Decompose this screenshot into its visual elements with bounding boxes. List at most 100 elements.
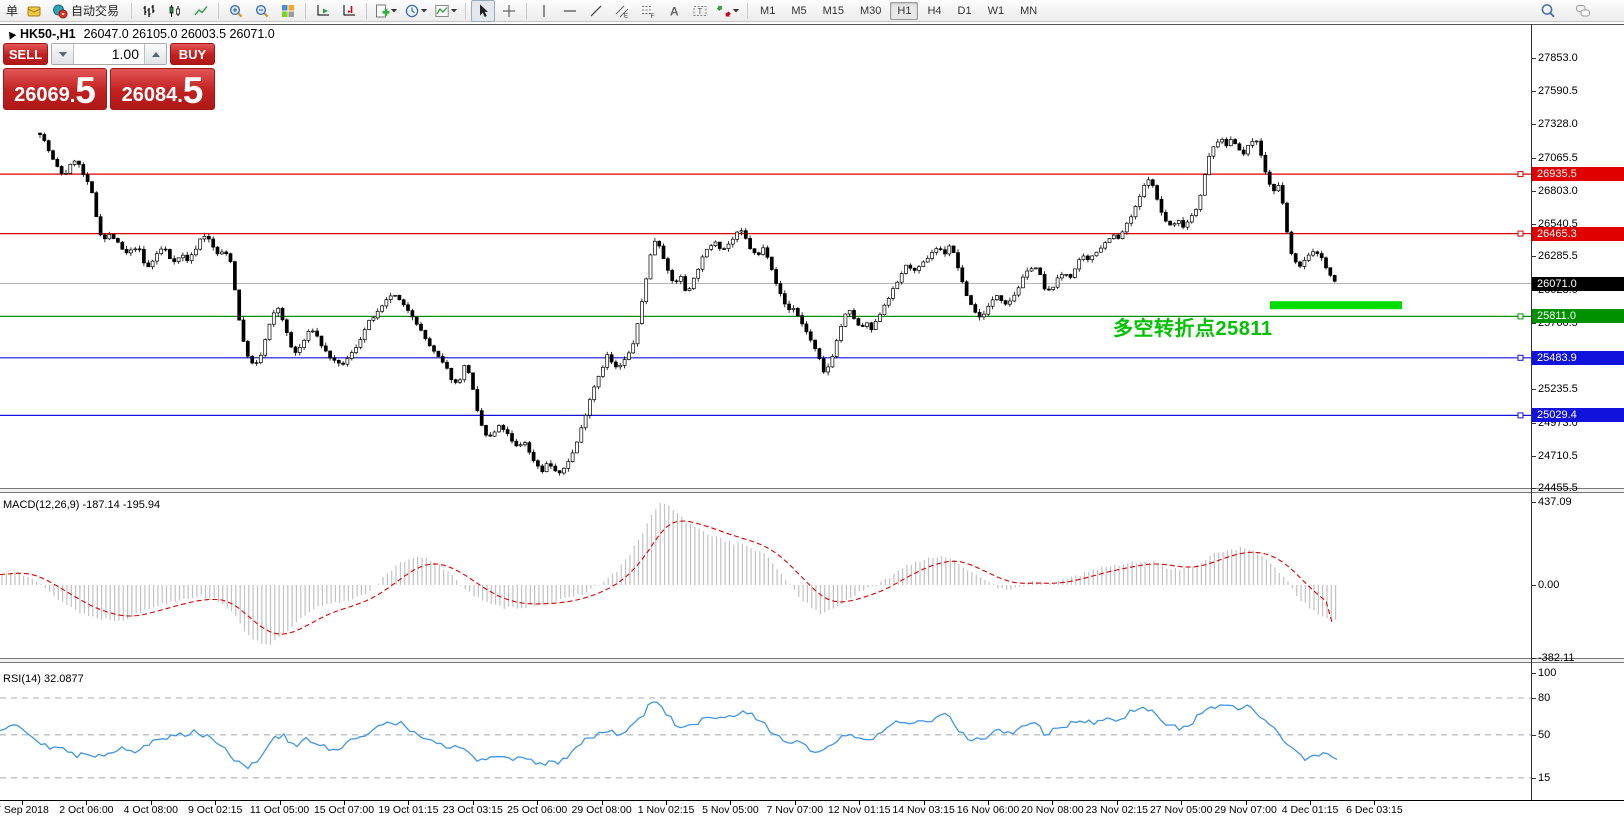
axis-tick-mark: [1531, 777, 1536, 779]
price-tick-label: 15: [1538, 771, 1551, 784]
clock-icon: [404, 3, 420, 19]
time-tick-mark: [537, 801, 539, 805]
cursor-icon[interactable]: [471, 0, 496, 22]
volume-stepper: 1.00: [51, 43, 167, 65]
axis-tick-mark: [1531, 673, 1536, 675]
price-tick-label: 437.09: [1538, 495, 1572, 508]
panel-divider[interactable]: [0, 658, 1624, 663]
timeframe-MN[interactable]: MN: [1020, 4, 1038, 17]
time-tick-mark: [1245, 801, 1247, 805]
price-tick-label: 24455.5: [1538, 482, 1578, 494]
time-tick-mark: [215, 801, 217, 805]
caret-down-icon: [420, 3, 428, 19]
text-label-icon[interactable]: T: [688, 0, 712, 22]
time-tick-mark: [408, 801, 410, 805]
pivot-annotation[interactable]: 多空转折点25811: [1113, 318, 1273, 340]
timeframe-M1[interactable]: M1: [760, 4, 776, 17]
price-tick-label: 27328.0: [1538, 118, 1578, 131]
time-tick-mark: [794, 801, 796, 805]
equidistant-channel-icon[interactable]: E: [610, 0, 634, 22]
volume-decrease-button[interactable]: [52, 44, 74, 64]
text-icon[interactable]: A: [662, 0, 686, 22]
timeframe-D1[interactable]: D1: [957, 4, 972, 17]
toolbar-separator: [305, 2, 307, 19]
fibonacci-icon[interactable]: F: [636, 0, 660, 22]
new-chart-button[interactable]: [372, 0, 400, 22]
price-tick-label: 26803.0: [1538, 184, 1578, 197]
buy-price[interactable]: 26084. 5: [110, 68, 215, 110]
candlestick-icon[interactable]: [163, 0, 187, 22]
chart-header: HK50-,H1 26047.0 26105.0 26003.5 26071.0: [5, 27, 275, 41]
new-chart-icon: [374, 3, 390, 19]
buy-button[interactable]: BUY: [170, 43, 215, 65]
time-axis-label: 2 Oct 06:00: [59, 804, 114, 816]
arrows-icon: [716, 3, 732, 19]
axis-tick-mark: [1531, 190, 1536, 192]
timeframe-M30[interactable]: M30: [860, 4, 882, 17]
price-level-label: 25483.9: [1532, 350, 1624, 365]
chart-shift-icon[interactable]: [337, 0, 361, 22]
sell-price-dot: .: [69, 85, 76, 107]
auto-trading-label: 自动交易: [71, 4, 120, 18]
search-icon[interactable]: [1536, 0, 1560, 22]
panel-divider[interactable]: [0, 488, 1624, 493]
indicators-button[interactable]: [432, 0, 460, 22]
sell-price[interactable]: 26069. 5: [3, 68, 107, 110]
sell-button[interactable]: SELL: [3, 43, 48, 65]
chart-expand-icon[interactable]: [5, 28, 17, 40]
arrows-button[interactable]: [714, 0, 742, 22]
time-axis-label: 29 Nov 07:00: [1214, 804, 1277, 816]
top-toolbar: 单 自动交易 E F A T M1 M5 M15 M30 H1 H4 D1 W1 MN: [0, 0, 1624, 22]
chat-icon[interactable]: [1571, 0, 1595, 22]
tile-windows-icon[interactable]: [276, 0, 300, 22]
axis-tick-mark: [1531, 501, 1536, 503]
axis-tick-mark: [1531, 698, 1536, 699]
arrow-down-icon: [58, 51, 67, 57]
time-tick-mark: [22, 801, 23, 805]
timeframe-H4[interactable]: H4: [927, 4, 942, 17]
auto-trading-button[interactable]: 自动交易: [48, 0, 126, 22]
trendline-icon[interactable]: [584, 0, 608, 22]
macd-plot[interactable]: [0, 492, 1531, 658]
time-axis-label: 14 Nov 03:15: [892, 804, 955, 816]
axis-tick-mark: [1531, 488, 1536, 489]
toolbar-separator: [131, 2, 133, 19]
timeframe-H1[interactable]: H1: [890, 1, 919, 20]
macd-label: MACD(12,26,9) -187.14 -195.94: [3, 499, 161, 511]
line-chart-icon[interactable]: [189, 0, 213, 22]
vertical-line-icon[interactable]: [532, 0, 556, 22]
price-tick-label: 27065.5: [1538, 151, 1578, 164]
main-chart-plot[interactable]: [0, 23, 1531, 488]
new-order-label[interactable]: 单: [6, 4, 19, 18]
crosshair-icon[interactable]: [497, 0, 521, 22]
zoom-out-icon[interactable]: [250, 0, 274, 22]
timeframe-M5[interactable]: M5: [791, 4, 807, 17]
auto-scroll-icon[interactable]: [311, 0, 335, 22]
price-tick-label: 26285.5: [1538, 250, 1578, 263]
one-click-trade-panel: SELL 1.00 BUY 26069. 5 26084. 5: [3, 43, 215, 110]
bar-chart-icon[interactable]: [137, 0, 161, 22]
timeframe-W1[interactable]: W1: [987, 4, 1005, 17]
toolbar-separator: [218, 2, 220, 19]
new-order-icon[interactable]: [22, 0, 46, 22]
time-tick-mark: [279, 801, 281, 805]
svg-text:E: E: [624, 13, 628, 19]
horizontal-line-icon[interactable]: [558, 0, 582, 22]
profiles-button[interactable]: [402, 0, 430, 22]
volume-input[interactable]: 1.00: [111, 46, 139, 62]
time-axis-label: 15 Oct 07:00: [313, 804, 375, 816]
sell-price-int: 26069: [14, 84, 70, 106]
axis-tick-mark: [1531, 124, 1536, 126]
buy-price-int: 26084: [121, 84, 178, 106]
time-axis-label: 7 Sep 2018: [0, 804, 49, 816]
time-axis-label: 6 Dec 03:15: [1346, 804, 1403, 816]
chart-window: 27853.0 27590.5 27328.0 27065.5 26803.0 26540…: [0, 22, 1624, 822]
time-tick-mark: [86, 801, 88, 805]
axis-tick-mark: [1531, 422, 1536, 424]
svg-text:T: T: [698, 7, 703, 16]
volume-increase-button[interactable]: [144, 44, 166, 64]
rsi-plot[interactable]: [0, 662, 1531, 800]
timeframe-M15[interactable]: M15: [822, 4, 844, 17]
time-axis-label: 23 Oct 03:15: [442, 804, 503, 816]
zoom-in-icon[interactable]: [224, 0, 248, 22]
